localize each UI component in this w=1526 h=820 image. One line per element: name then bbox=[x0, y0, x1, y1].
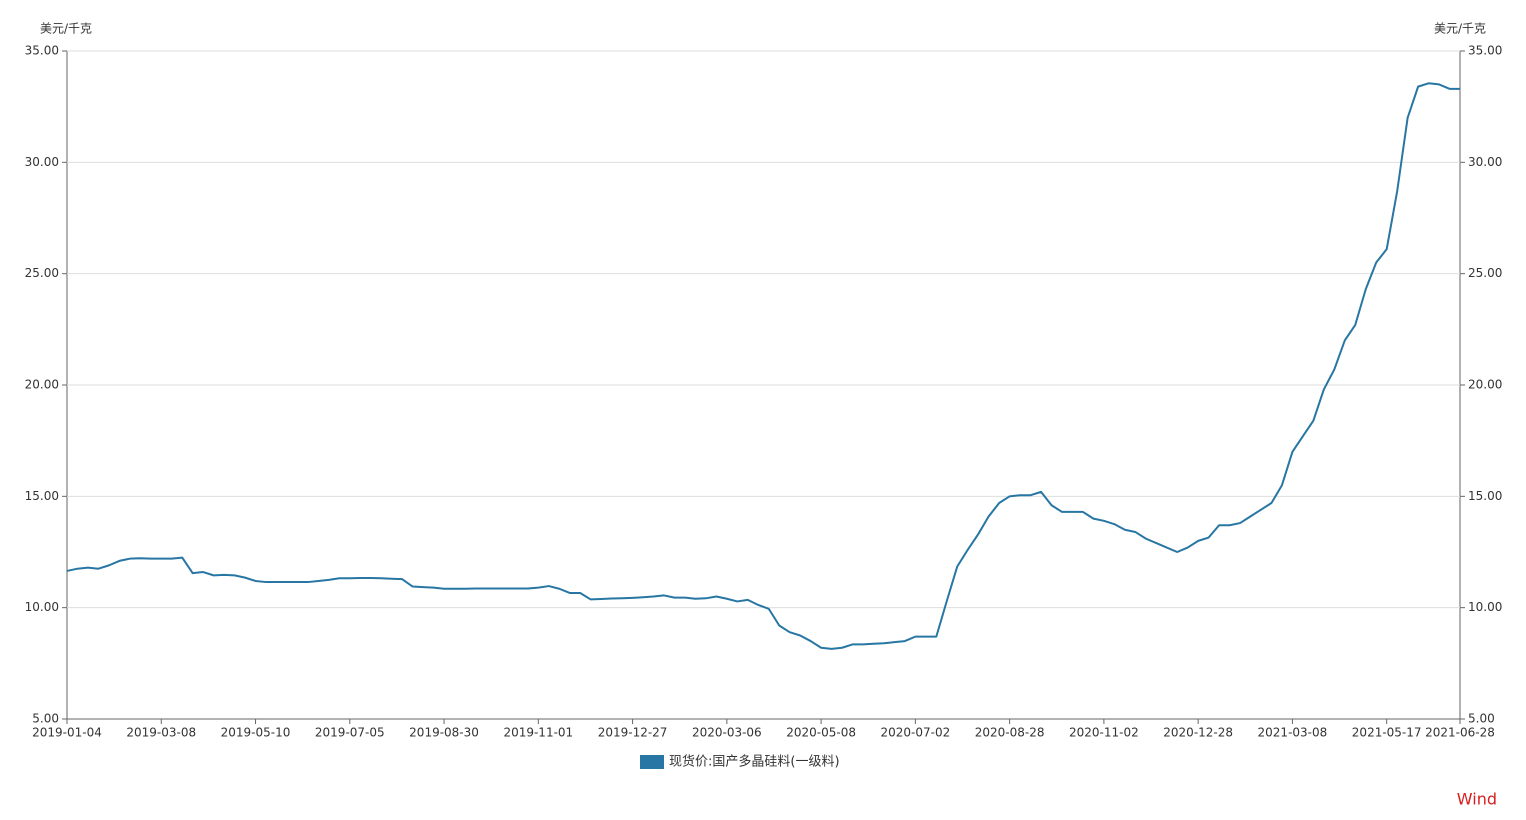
line-series bbox=[66, 82, 1460, 650]
y-unit: 美元/千克 bbox=[40, 22, 92, 36]
y2-tick-label: 30.00 bbox=[1468, 155, 1502, 169]
y-tick-label: 30.00 bbox=[25, 155, 59, 169]
x-tick-label: 2019-07-05 bbox=[315, 726, 385, 740]
x-tick-label: 2020-11-02 bbox=[1069, 726, 1139, 740]
x-tick-label: 2020-03-06 bbox=[692, 726, 762, 740]
x-tick-label: 2019-12-27 bbox=[598, 726, 668, 740]
x-tick-label: 2019-05-10 bbox=[221, 726, 291, 740]
legend-label: 现货价:国产多晶硅料(一级料) bbox=[669, 754, 840, 770]
y2-tick-label: 15.00 bbox=[1468, 489, 1502, 503]
y2-tick-label: 10.00 bbox=[1468, 600, 1502, 614]
x-tick-label: 2021-03-08 bbox=[1258, 726, 1328, 740]
y2-tick-label: 35.00 bbox=[1468, 44, 1502, 58]
x-tick-label: 2020-07-02 bbox=[880, 726, 950, 740]
y2-tick-label: 20.00 bbox=[1468, 378, 1502, 392]
y-tick-label: 10.00 bbox=[25, 600, 59, 614]
legend-swatch bbox=[640, 755, 664, 769]
x-tick-label: 2019-08-30 bbox=[409, 726, 479, 740]
x-tick-label: 2020-12-28 bbox=[1163, 726, 1233, 740]
x-tick-label: 2020-08-28 bbox=[975, 726, 1045, 740]
y-tick-label: 25.00 bbox=[25, 266, 59, 280]
y2-tick-label: 25.00 bbox=[1468, 266, 1502, 280]
watermark: Wind bbox=[1457, 790, 1497, 809]
y-tick-label: 20.00 bbox=[25, 378, 59, 392]
y2-tick-label: 5.00 bbox=[1468, 712, 1495, 726]
x-tick-label: 2019-03-08 bbox=[126, 726, 196, 740]
x-tick-label: 2021-06-28 bbox=[1425, 726, 1495, 740]
y-tick-label: 5.00 bbox=[32, 712, 59, 726]
x-tick-label: 2020-05-08 bbox=[786, 726, 856, 740]
x-tick-label: 2021-05-17 bbox=[1352, 726, 1422, 740]
x-tick-label: 2019-01-04 bbox=[32, 726, 102, 740]
y-tick-label: 15.00 bbox=[25, 489, 59, 503]
x-tick-label: 2019-11-01 bbox=[503, 726, 573, 740]
y-tick-label: 35.00 bbox=[25, 44, 59, 58]
y2-unit: 美元/千克 bbox=[1434, 22, 1486, 36]
